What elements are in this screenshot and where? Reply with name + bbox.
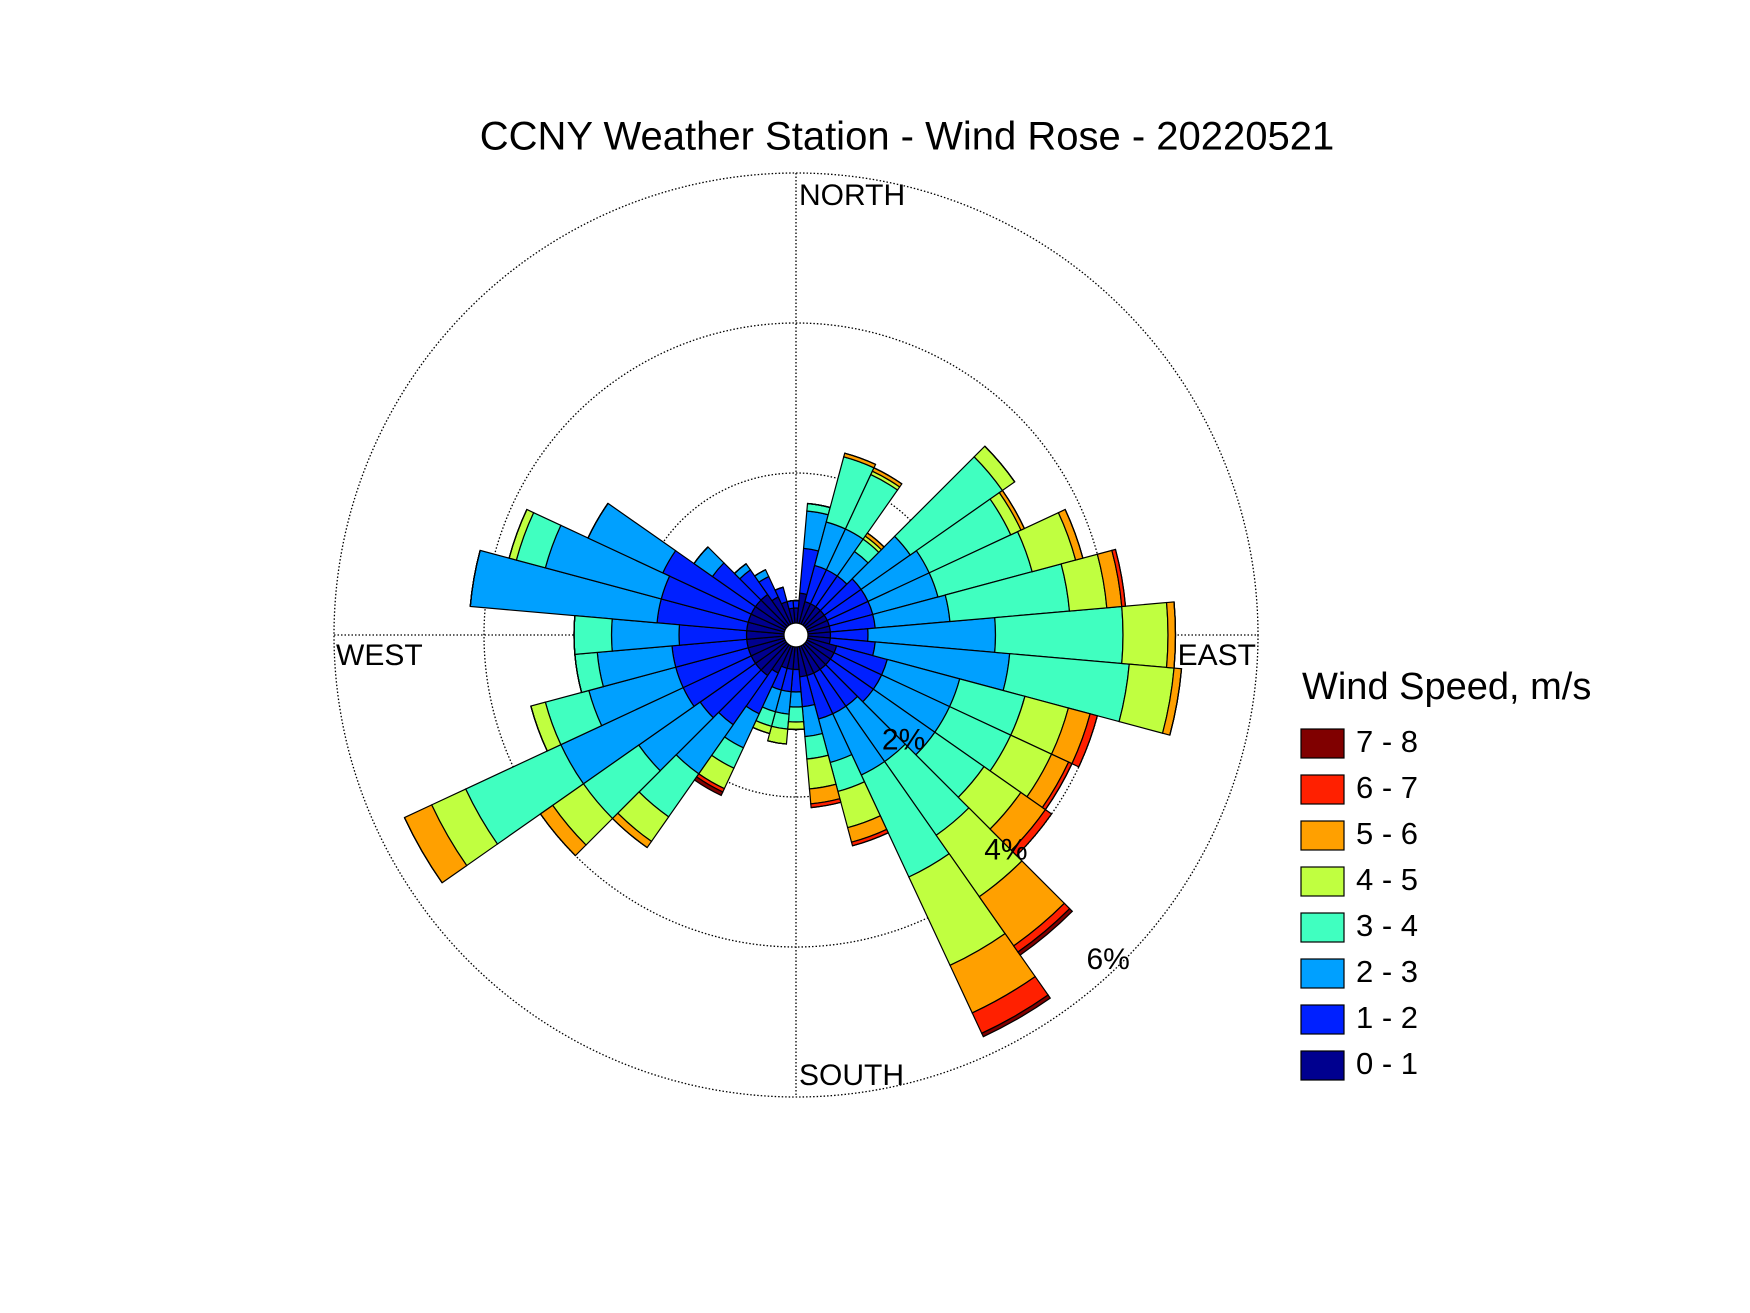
wedge	[1165, 601, 1177, 669]
legend-swatch	[1300, 728, 1345, 759]
legend-label: 1 - 2	[1356, 1000, 1418, 1035]
wedge	[786, 600, 794, 603]
legend-swatch	[1300, 1050, 1345, 1081]
wedge	[539, 813, 576, 857]
wedge	[984, 445, 1016, 483]
chart-title: CCNY Weather Station - Wind Rose - 20220…	[480, 115, 1335, 159]
wedge	[867, 532, 885, 548]
compass-label: SOUTH	[799, 1059, 904, 1092]
legend-label: 6 - 7	[1356, 770, 1418, 805]
wedge	[807, 502, 831, 509]
wedge	[734, 563, 747, 574]
wedge	[574, 654, 583, 693]
wedge	[610, 618, 681, 652]
wedge	[754, 569, 766, 577]
compass-label: NORTH	[799, 179, 905, 212]
legend-label: 2 - 3	[1356, 954, 1418, 989]
legend-swatch	[1300, 958, 1345, 989]
wedge	[873, 467, 903, 485]
r-tick-label: 2%	[882, 724, 925, 757]
legend-label: 4 - 5	[1356, 862, 1418, 897]
wedge	[1016, 813, 1053, 857]
r-tick-label: 6%	[1086, 943, 1129, 976]
legend-swatch	[1300, 1004, 1345, 1035]
wedge	[789, 691, 803, 708]
legend-label: 3 - 4	[1356, 908, 1418, 943]
wedge	[693, 546, 709, 564]
legend-swatch	[1300, 820, 1345, 851]
wedge	[980, 994, 1052, 1038]
wedge	[787, 721, 805, 731]
wedge	[1078, 715, 1098, 768]
compass-label: EAST	[1178, 639, 1256, 672]
legend-label: 5 - 6	[1356, 816, 1418, 851]
legend-label: 0 - 1	[1356, 1046, 1418, 1081]
legend-label: 7 - 8	[1356, 724, 1418, 759]
compass-label: WEST	[336, 639, 423, 672]
center-hole	[783, 622, 809, 648]
wedge	[573, 615, 613, 655]
wedge	[774, 586, 784, 591]
wedge	[1017, 907, 1074, 956]
legend-swatch	[1300, 774, 1345, 805]
legend-swatch	[1300, 912, 1345, 943]
wedge	[1114, 549, 1127, 607]
wedge	[787, 706, 805, 723]
r-tick-label: 4%	[984, 833, 1027, 866]
legend-swatch	[1300, 866, 1345, 897]
wedge	[530, 705, 548, 752]
wedge	[811, 801, 841, 809]
legend-title: Wind Speed, m/s	[1302, 666, 1591, 708]
wedge	[1121, 601, 1169, 669]
wedge	[612, 818, 648, 849]
wedges	[403, 445, 1183, 1038]
wedge	[693, 776, 724, 797]
grid-ring	[333, 172, 1259, 1098]
